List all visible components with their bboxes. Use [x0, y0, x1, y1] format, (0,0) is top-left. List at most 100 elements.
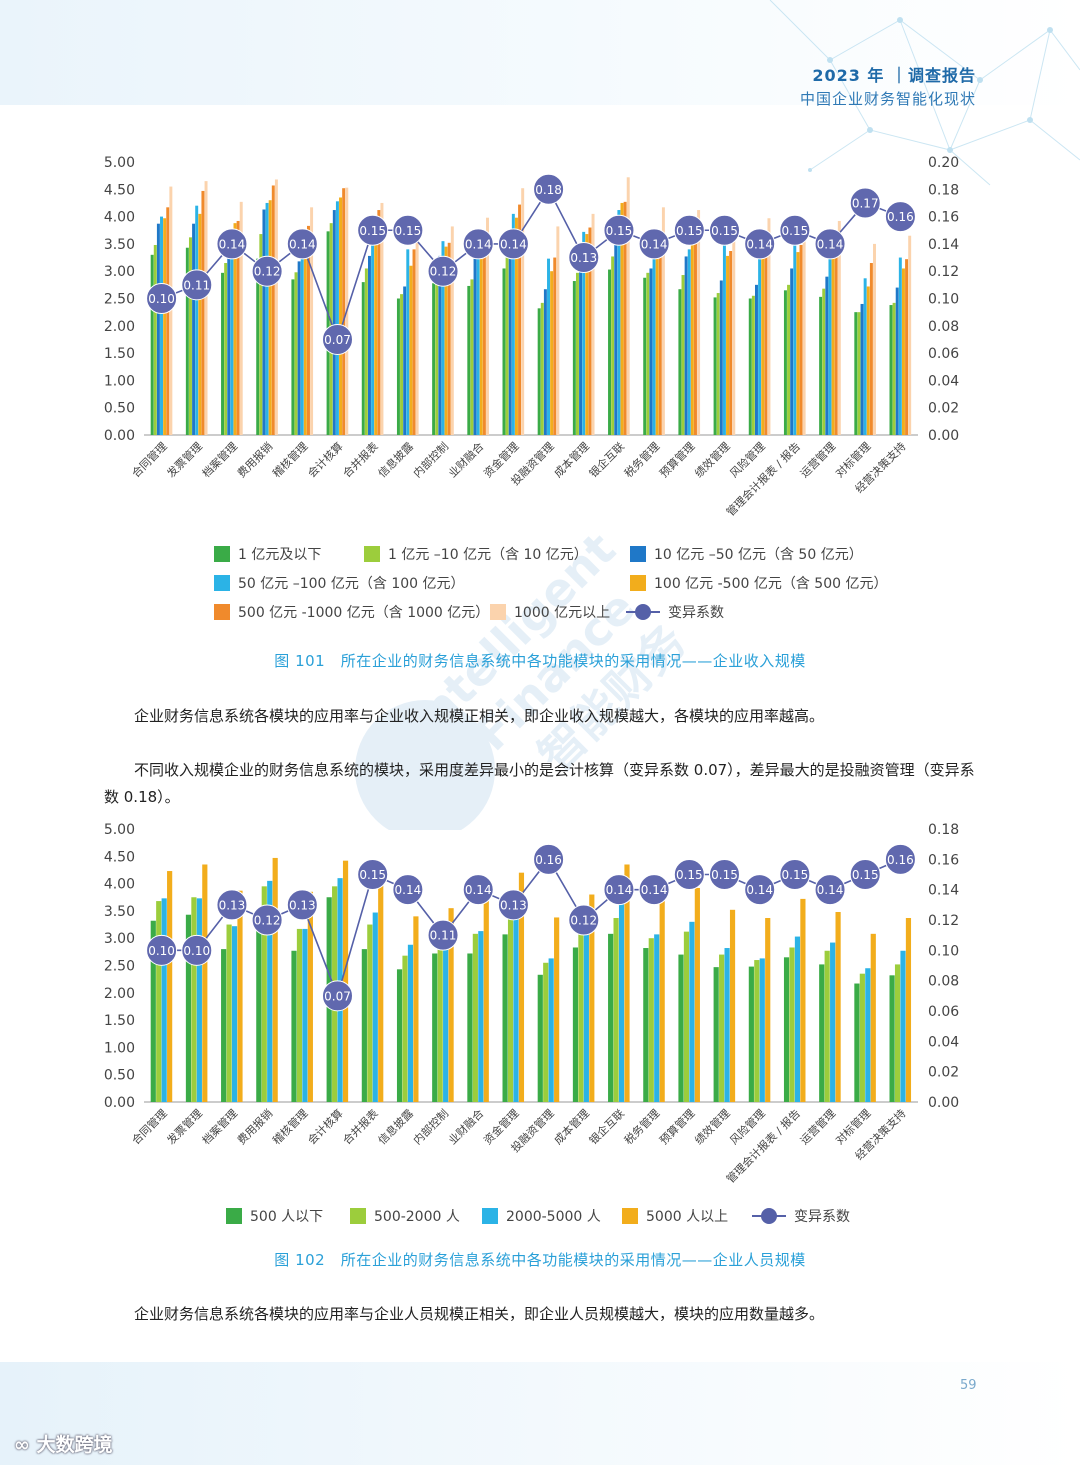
- bar: [472, 933, 478, 1102]
- bar: [380, 202, 384, 435]
- cv-marker: [779, 859, 811, 890]
- cv-marker: [462, 874, 494, 906]
- y2-tick-label: 0.16: [928, 210, 959, 226]
- y-tick-label: 2.50: [104, 292, 135, 308]
- y-tick-label: 0.50: [104, 1068, 135, 1084]
- legend-swatch: [350, 1208, 366, 1224]
- x-tick-label: 信息披露: [375, 439, 416, 480]
- bar: [870, 933, 876, 1102]
- bar: [413, 916, 419, 1102]
- header-subtitle: 中国企业财务智能化现状: [799, 90, 976, 108]
- bar: [483, 891, 489, 1102]
- bar: [905, 917, 912, 1102]
- cv-data-label: 0.10: [148, 292, 175, 306]
- bar: [300, 253, 304, 435]
- bar: [819, 296, 823, 435]
- bar: [553, 257, 557, 435]
- bar: [799, 244, 803, 435]
- bar: [231, 926, 238, 1102]
- cv-marker: [392, 214, 424, 246]
- x-tick-label: 稽核管理: [269, 439, 310, 480]
- cv-data-label: 0.10: [183, 944, 210, 958]
- y-tick-label: 2.50: [104, 959, 135, 975]
- bar: [683, 931, 690, 1102]
- cv-marker: [709, 859, 740, 890]
- y-tick-label: 4.00: [104, 877, 135, 893]
- y2-tick-label: 0.12: [928, 264, 959, 280]
- bar: [367, 924, 373, 1102]
- bar: [272, 857, 278, 1102]
- bar: [854, 983, 860, 1102]
- bar: [905, 259, 909, 435]
- x-tick-label: 档案管理: [199, 1106, 240, 1147]
- bar: [828, 253, 832, 435]
- legend-label: 100 亿元 -500 亿元（含 500 亿元）: [654, 576, 888, 592]
- bar: [486, 217, 489, 435]
- y-tick-label: 3.00: [104, 931, 135, 947]
- cv-data-label: 0.11: [183, 278, 210, 292]
- bar: [614, 243, 618, 435]
- bar: [396, 298, 400, 435]
- cv-marker: [814, 874, 846, 906]
- bar: [153, 244, 157, 435]
- bar: [191, 897, 197, 1102]
- bar: [894, 964, 901, 1102]
- chart-staff-scale: 0.00 0.50 1.00 1.50 2.00 2.50 3.00 3.50 4.00 4.50…: [104, 822, 959, 1186]
- bar: [310, 207, 314, 435]
- bar: [588, 227, 592, 435]
- bar: [575, 272, 579, 435]
- bar: [863, 278, 867, 435]
- logo-text: 大数跨境: [36, 1434, 113, 1456]
- bar: [502, 934, 508, 1102]
- bar: [719, 280, 723, 435]
- bar: [259, 234, 263, 435]
- y-tick-label: 1.00: [104, 1040, 135, 1056]
- bar: [767, 218, 771, 435]
- cv-data-label: 0.15: [359, 224, 386, 238]
- bar: [192, 223, 196, 435]
- bar: [900, 950, 906, 1102]
- bar: [470, 279, 474, 435]
- bar: [195, 205, 199, 435]
- x-tick-label: 绩效管理: [692, 439, 733, 480]
- bar: [227, 255, 231, 435]
- x-tick-label: 预算管理: [656, 1106, 697, 1147]
- bar: [441, 241, 445, 435]
- bar: [865, 968, 871, 1102]
- x-tick-label: 业财融合: [445, 439, 486, 480]
- bar: [537, 974, 543, 1102]
- x-tick-label: 会计核算: [305, 439, 346, 480]
- bar: [722, 245, 726, 435]
- paragraph-3: 企业财务信息系统各模块的应用率与企业人员规模正相关，即企业人员规模越大，模块的应…: [134, 1305, 825, 1323]
- bar: [550, 271, 554, 435]
- cv-line: [161, 857, 901, 999]
- cv-data-label: 0.13: [219, 898, 246, 912]
- bar: [790, 268, 794, 435]
- figure-caption-102: 图 102 所在企业的财务信息系统中各功能模块的采用情况——企业人员规模: [274, 1251, 806, 1269]
- legend-item: 10 亿元 –50 亿元（含 50 亿元）: [630, 544, 863, 564]
- cv-marker: [638, 228, 670, 260]
- cv-marker: [497, 228, 529, 260]
- bar: [407, 944, 414, 1102]
- bar: [447, 242, 451, 435]
- legend-item: 2000-5000 人: [482, 1206, 601, 1226]
- bar: [543, 289, 547, 435]
- bar: [409, 265, 413, 435]
- bar: [412, 249, 416, 435]
- legend-label: 1 亿元及以下: [238, 547, 322, 563]
- bar: [724, 948, 730, 1102]
- bar: [800, 898, 806, 1102]
- cv-data-label: 0.15: [782, 868, 809, 882]
- bar: [361, 949, 367, 1102]
- cv-marker: [392, 874, 424, 906]
- bar: [761, 252, 765, 435]
- legend-item: 变异系数: [752, 1206, 850, 1226]
- bar: [646, 272, 650, 435]
- x-tick-label: 银企互联: [586, 1106, 627, 1147]
- legend-label: 1 亿元 –10 亿元（含 10 亿元）: [388, 547, 588, 563]
- bar: [265, 202, 269, 435]
- cv-marker: [884, 843, 916, 875]
- bar: [681, 275, 685, 435]
- bar: [892, 302, 896, 435]
- cv-marker: [146, 934, 178, 966]
